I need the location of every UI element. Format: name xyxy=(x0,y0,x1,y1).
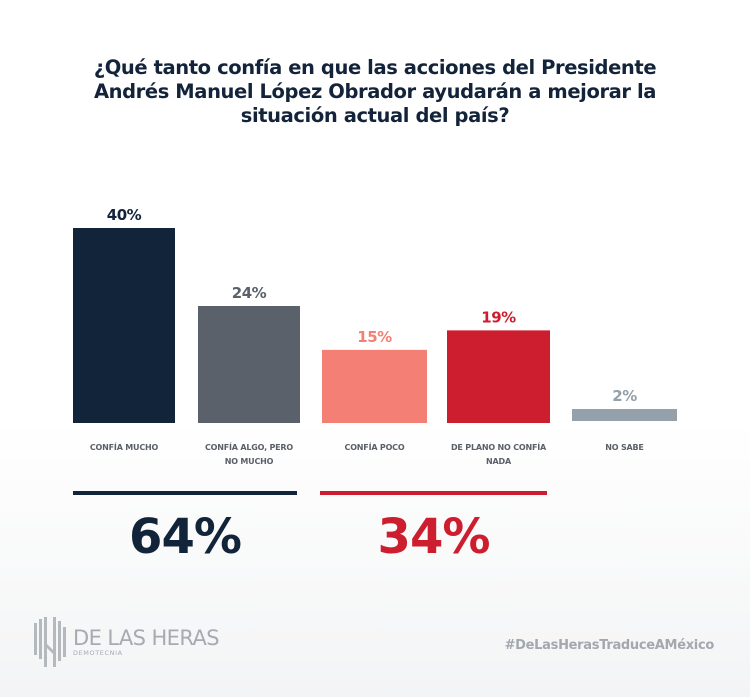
bar-3 xyxy=(322,349,427,423)
category-label: CONFÍA ALGO, PERO xyxy=(205,441,293,452)
category-label: CONFÍA MUCHO xyxy=(90,441,159,452)
summary-percent: 64% xyxy=(129,509,242,565)
bar-chart: 40% 24% 15% 19% 2% CONFÍA MUCHO CONFÍA ALGO, … xyxy=(73,206,677,466)
bars-group xyxy=(73,228,677,423)
logo-subtitle: DEMOTECNIA xyxy=(73,649,123,657)
summary-percent: 34% xyxy=(377,509,491,565)
bar-4 xyxy=(447,330,550,423)
category-labels-group: CONFÍA MUCHO CONFÍA ALGO, PERO NO MUCHO CON… xyxy=(90,441,644,466)
bar-value-label: 24% xyxy=(232,284,267,302)
category-label: CONFÍA POCO xyxy=(345,441,405,452)
category-label: DE PLANO NO CONFÍA xyxy=(451,441,547,452)
brand-logo: DE LAS HERAS DEMOTECNIA xyxy=(33,617,220,667)
summary-rule xyxy=(320,491,547,495)
bar-value-label: 2% xyxy=(612,387,637,405)
category-label: NO MUCHO xyxy=(225,457,274,466)
bar-1 xyxy=(73,228,175,423)
chart-title: ¿Qué tanto confía en que las acciones de… xyxy=(93,56,657,127)
value-labels-group: 40% 24% 15% 19% 2% xyxy=(107,206,638,405)
hashtag: #DeLasHerasTraduceAMéxico xyxy=(504,638,715,653)
columns-logo-icon xyxy=(34,617,66,667)
bar-value-label: 40% xyxy=(107,206,142,224)
logo-name: DE LAS HERAS xyxy=(73,626,220,650)
summary-confia: 64% xyxy=(73,491,297,581)
category-label: NADA xyxy=(486,457,512,466)
bar-5 xyxy=(572,409,677,421)
bar-value-label: 19% xyxy=(481,308,516,326)
bar-value-label: 15% xyxy=(357,328,392,346)
category-label: NO SABE xyxy=(605,443,643,452)
summary-rule xyxy=(73,491,297,495)
bar-2 xyxy=(198,306,300,423)
summary-no-confia: 34% xyxy=(320,491,547,581)
